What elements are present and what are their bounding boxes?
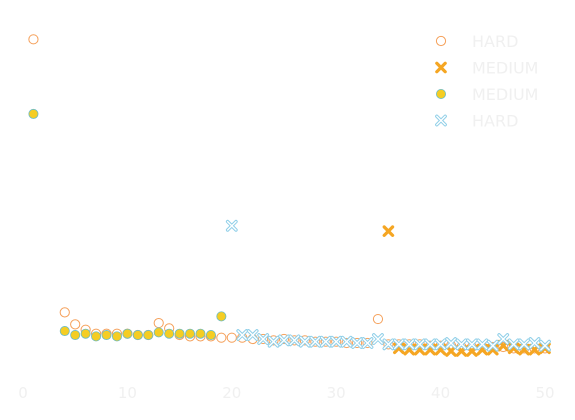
data-point — [476, 338, 489, 351]
legend-item: MEDIUM — [435, 59, 538, 78]
data-point — [319, 335, 332, 348]
data-point — [267, 335, 280, 348]
legend-label: HARD — [472, 32, 518, 51]
data-point — [434, 338, 447, 351]
data-point — [111, 331, 122, 342]
legend: HARD MEDIUM MEDIUM HARD — [435, 32, 538, 131]
data-point — [403, 338, 416, 351]
legend-marker — [435, 35, 447, 47]
data-point — [361, 337, 374, 349]
data-point — [70, 319, 81, 330]
data-point — [226, 332, 237, 343]
data-point — [539, 342, 551, 355]
data-point — [153, 317, 164, 329]
data-point — [340, 335, 353, 348]
data-point — [122, 328, 133, 339]
x-tick-label: 30 — [327, 384, 346, 402]
data-point — [236, 329, 249, 341]
data-point — [298, 335, 311, 348]
data-point — [28, 34, 39, 45]
data-point — [507, 338, 520, 351]
data-point — [246, 329, 259, 341]
data-point — [351, 337, 363, 349]
data-point — [59, 307, 70, 318]
legend-item: MEDIUM — [435, 85, 538, 104]
data-point — [153, 327, 164, 338]
legend-marker — [435, 61, 447, 74]
data-point — [28, 108, 39, 119]
data-point — [455, 338, 468, 351]
data-point — [278, 334, 290, 347]
legend-label: HARD — [472, 112, 518, 131]
x-tick-label: 20 — [222, 384, 241, 402]
data-point — [539, 339, 551, 352]
data-point — [372, 333, 384, 345]
data-point — [205, 330, 216, 341]
data-point — [59, 326, 70, 337]
x-tick-label: 10 — [118, 384, 137, 402]
data-point — [528, 337, 541, 349]
data-point — [143, 330, 154, 341]
x-tick-label: 0 — [18, 384, 28, 402]
series-2 — [28, 108, 227, 342]
data-point — [497, 333, 510, 345]
data-point — [101, 330, 112, 341]
data-point — [466, 338, 478, 351]
data-point — [225, 219, 238, 232]
data-point — [445, 337, 457, 349]
data-point — [330, 335, 343, 348]
x-tick-label: 50 — [535, 384, 554, 402]
data-point — [382, 338, 395, 351]
data-point — [486, 339, 499, 352]
data-point — [216, 311, 227, 322]
data-point — [174, 328, 185, 339]
series-0 — [28, 34, 551, 354]
data-point — [413, 338, 426, 351]
legend-item: HARD — [435, 32, 518, 51]
data-point — [518, 338, 531, 351]
data-point — [185, 328, 196, 339]
data-point — [164, 328, 175, 339]
data-point — [80, 328, 91, 339]
legend-marker — [435, 114, 447, 127]
data-point — [91, 331, 102, 342]
data-points — [28, 34, 551, 357]
series-3 — [225, 219, 551, 352]
legend-marker — [435, 89, 446, 100]
legend-label: MEDIUM — [472, 85, 538, 104]
data-point — [257, 333, 270, 345]
data-point — [216, 332, 227, 343]
x-tick-label: 40 — [431, 384, 450, 402]
data-point — [288, 334, 301, 347]
data-point — [70, 330, 81, 341]
data-point — [372, 313, 384, 325]
data-point — [309, 335, 322, 348]
data-point — [382, 225, 395, 237]
series-1 — [382, 225, 551, 357]
data-point — [392, 338, 405, 351]
data-point — [132, 330, 143, 341]
legend-item: HARD — [435, 112, 518, 131]
data-point — [424, 338, 437, 351]
x-axis-ticks: 0 10 20 30 40 50 — [18, 384, 554, 402]
data-point — [195, 328, 206, 339]
legend-label: MEDIUM — [472, 59, 538, 78]
